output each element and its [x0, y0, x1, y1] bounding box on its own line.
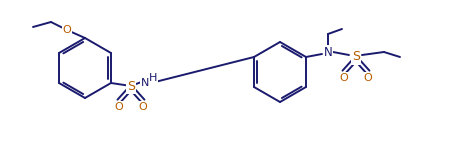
Text: O: O	[63, 25, 72, 35]
Text: S: S	[127, 79, 135, 93]
Text: O: O	[115, 102, 123, 112]
Text: O: O	[340, 73, 348, 83]
Text: H: H	[149, 73, 157, 83]
Text: N: N	[141, 78, 149, 88]
Text: O: O	[364, 73, 372, 83]
Text: O: O	[139, 102, 147, 112]
Text: N: N	[323, 45, 333, 59]
Text: S: S	[352, 50, 360, 64]
